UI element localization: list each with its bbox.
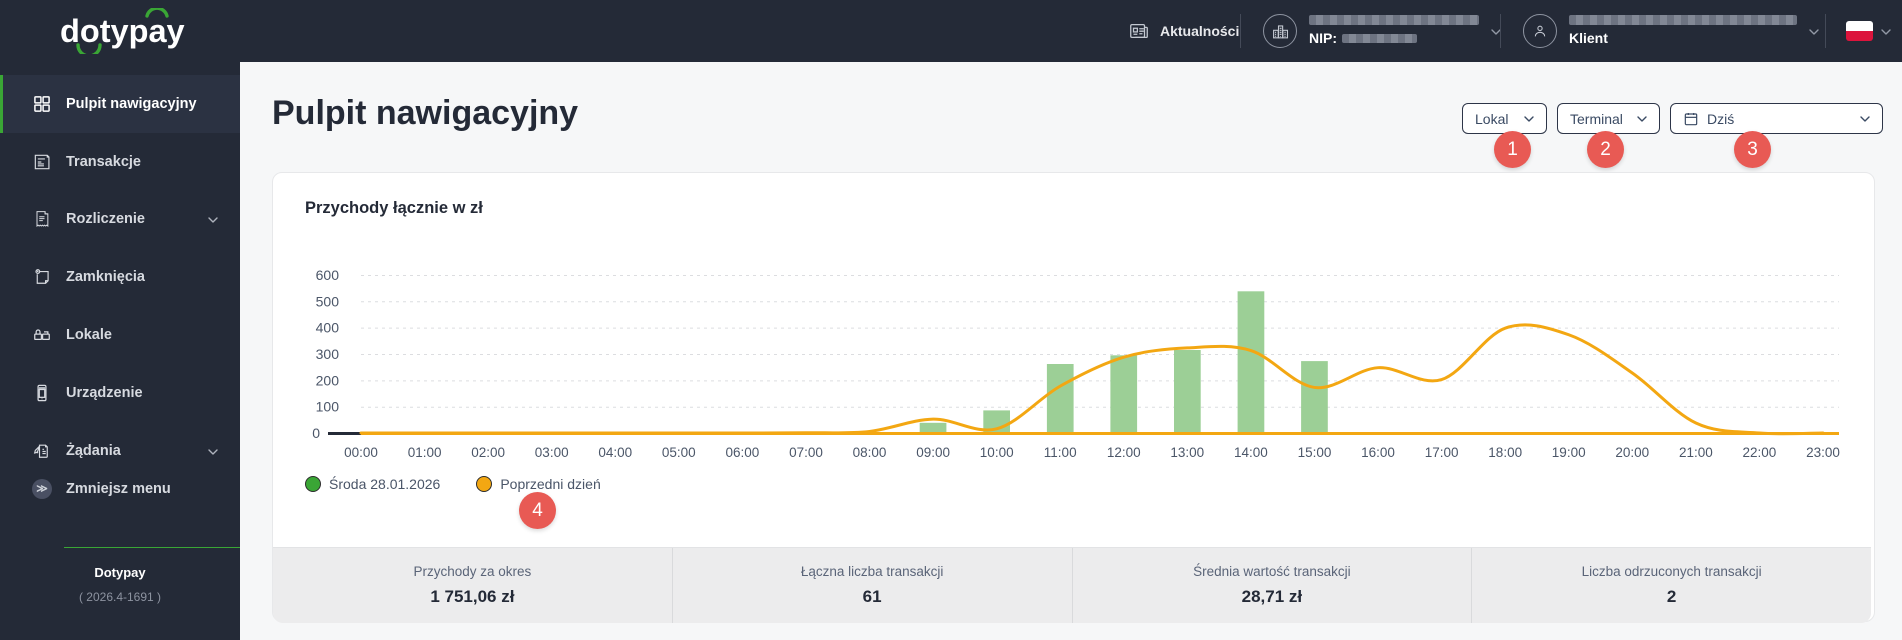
svg-text:22:00: 22:00 (1743, 445, 1777, 460)
svg-text:600: 600 (316, 267, 340, 283)
svg-text:10:00: 10:00 (980, 445, 1014, 460)
svg-text:16:00: 16:00 (1361, 445, 1395, 460)
svg-text:13:00: 13:00 (1170, 445, 1204, 460)
svg-text:03:00: 03:00 (535, 445, 569, 460)
svg-text:200: 200 (316, 372, 340, 388)
svg-text:12:00: 12:00 (1107, 445, 1141, 460)
svg-text:01:00: 01:00 (408, 445, 442, 460)
svg-text:08:00: 08:00 (853, 445, 887, 460)
svg-text:06:00: 06:00 (726, 445, 760, 460)
svg-text:14:00: 14:00 (1234, 445, 1268, 460)
svg-text:05:00: 05:00 (662, 445, 696, 460)
svg-text:02:00: 02:00 (471, 445, 505, 460)
svg-text:500: 500 (316, 293, 340, 309)
svg-text:21:00: 21:00 (1679, 445, 1713, 460)
svg-text:09:00: 09:00 (916, 445, 950, 460)
svg-text:20:00: 20:00 (1615, 445, 1649, 460)
svg-text:11:00: 11:00 (1044, 445, 1077, 460)
svg-text:07:00: 07:00 (789, 445, 823, 460)
svg-text:23:00: 23:00 (1806, 445, 1840, 460)
svg-text:0: 0 (312, 425, 320, 441)
svg-text:100: 100 (316, 399, 340, 415)
svg-text:15:00: 15:00 (1298, 445, 1332, 460)
svg-text:17:00: 17:00 (1425, 445, 1459, 460)
svg-text:04:00: 04:00 (598, 445, 632, 460)
svg-text:400: 400 (316, 320, 340, 336)
svg-text:18:00: 18:00 (1488, 445, 1522, 460)
svg-text:00:00: 00:00 (344, 445, 378, 460)
svg-text:300: 300 (316, 346, 340, 362)
svg-text:19:00: 19:00 (1552, 445, 1586, 460)
